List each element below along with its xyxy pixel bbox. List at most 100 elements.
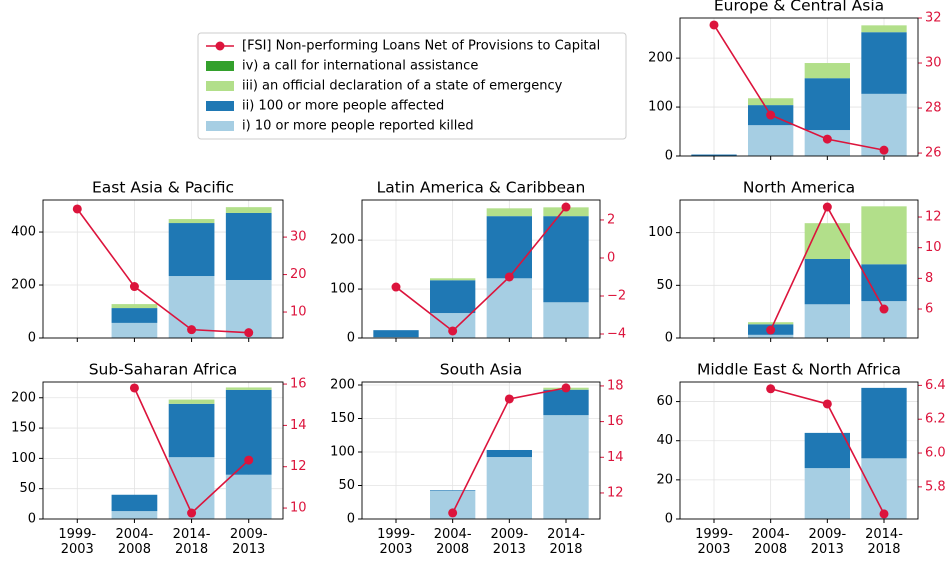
y-tick-label: 0 [28,331,36,346]
panel-title: Sub-Saharan Africa [89,361,238,379]
line-marker [561,383,571,393]
legend-label: i) 10 or more people reported killed [242,119,474,134]
line-marker [187,508,197,518]
bar-segment [486,449,532,458]
plot-frame [679,199,919,339]
y-tick-label: 20 [656,472,673,487]
plot-frame [361,199,601,339]
y-tick-label: 0 [665,149,673,164]
y2-tick-label: 12 [290,459,307,474]
x-tick-label: 2014-2018 [547,527,585,557]
y-tick-label: 0 [28,512,36,527]
y-tick-label: 100 [330,282,355,297]
y-tick-label: 0 [347,512,355,527]
panel-title: North America [743,179,855,197]
bar-segment [486,278,532,338]
line-marker [187,325,197,335]
legend-label: [FSI] Non-performing Loans Net of Provis… [242,39,600,54]
y-tick-label: 40 [656,433,673,448]
bar-segment [861,264,907,302]
y-tick-label: 100 [648,225,673,240]
y2-tick-label: 6.4 [925,378,946,393]
y2-tick-label: 12 [607,485,624,500]
x-tick-label: 2004-2008 [434,527,472,557]
bar-segment [748,322,794,325]
line-series [395,206,567,333]
y2-tick-label: 18 [607,378,624,393]
x-tick-label: 1999-2003 [695,527,733,557]
bar-segment [373,337,419,338]
bar-segment [861,25,907,33]
bar-segment [168,403,215,458]
line-marker [879,304,889,314]
y2-tick-label: 30 [925,56,942,71]
line-marker [709,20,719,30]
y-tick-label: 200 [330,378,355,393]
line-marker [129,383,139,393]
y-tick-label: 0 [665,512,673,527]
y2-tick-label: 10 [290,305,307,320]
bar-segment [861,458,907,519]
y2-tick-label: 20 [290,267,307,282]
x-tick-label: 2004-2008 [116,527,154,557]
y2-tick-label: 14 [607,450,624,465]
line-marker [244,455,254,465]
bar-segment [691,154,737,156]
y-tick-label: 100 [648,100,673,115]
bar-segment [748,98,794,106]
y2-tick-label: 2 [607,212,615,227]
y2-tick-label: 32 [925,11,942,26]
bar-segment [111,304,158,309]
x-tick-label: 2009-2013 [230,527,268,557]
line-marker [72,204,82,214]
bar-segment [373,330,419,338]
bar-segment [543,389,589,416]
bar-segment [111,322,158,338]
y2-tick-label: 5.8 [925,479,946,494]
y2-tick-label: 0 [607,250,615,265]
x-tick-label: 2009-2013 [490,527,528,557]
bar-segment [486,216,532,279]
bar-segment [430,490,476,491]
y2-tick-label: 26 [925,146,942,161]
y-tick-label: 60 [656,394,673,409]
bar-segment [804,63,850,79]
panel: Europe & Central Asia 0 100 200 26 28 30 32 [648,0,941,164]
line-marker [822,399,832,409]
legend-label: ii) 100 or more people affected [242,99,444,114]
y2-tick-label: 30 [290,230,307,245]
bar-segment [225,207,272,213]
y2-tick-label: 10 [925,240,942,255]
y2-tick-label: 14 [290,418,307,433]
bar-segment [543,415,589,519]
line-marker [766,325,776,335]
y2-tick-label: 12 [925,210,942,225]
panel: Sub-Saharan Africa 0 50 100 150 200 10 12 14 16 19… [11,361,306,557]
line-marker [448,326,458,336]
bar-segment [168,219,215,224]
line-marker [822,134,832,144]
bar-segment [748,125,794,156]
plot-frame [679,17,919,157]
y-tick-label: 200 [330,233,355,248]
y2-tick-label: 16 [290,377,307,392]
bar-segment [225,474,272,519]
bar-segment [111,308,158,323]
x-tick-label: 2009-2013 [808,527,846,557]
y-tick-label: 200 [11,278,36,293]
bar-segment [486,457,532,519]
panel-title: Latin America & Caribbean [377,179,586,197]
line-marker [879,509,889,519]
line-marker [879,145,889,155]
y-tick-label: 150 [330,411,355,426]
line-marker [504,394,514,404]
x-tick-label: 2014-2018 [865,527,903,557]
panel-title: Europe & Central Asia [714,0,884,15]
panel-title: Middle East & North Africa [697,361,901,379]
bar-segment [804,258,850,305]
legend-label: iii) an official declaration of a state … [242,79,563,94]
bar-segment [430,280,476,314]
bar-segment [168,223,215,277]
bar-segment [861,32,907,94]
